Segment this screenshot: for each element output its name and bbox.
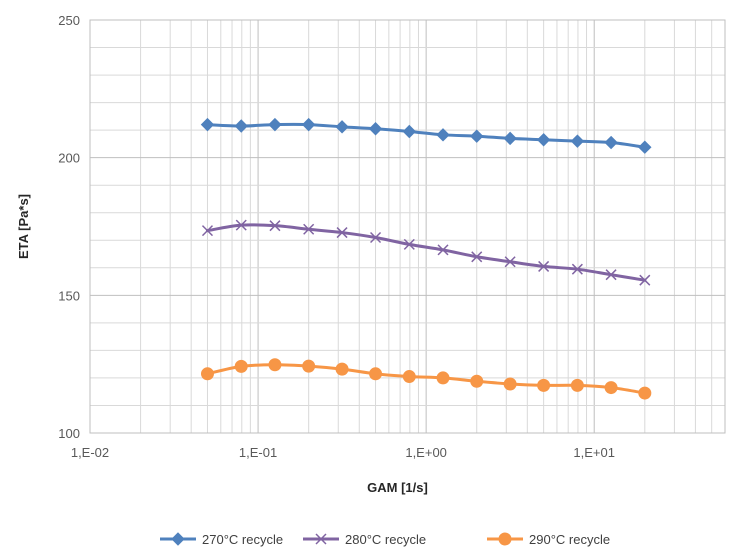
data-point — [436, 128, 450, 142]
data-point — [571, 263, 583, 275]
data-point — [604, 381, 618, 395]
series-2 — [201, 219, 651, 286]
x-tick-label: 1,E+01 — [573, 445, 615, 460]
data-point — [538, 260, 550, 272]
series-line — [205, 223, 647, 282]
data-point — [200, 367, 214, 381]
data-point — [402, 124, 417, 139]
data-point — [470, 374, 484, 388]
data-point — [335, 120, 349, 134]
data-point — [303, 223, 315, 235]
data-point — [234, 359, 248, 373]
y-tick-label: 200 — [58, 151, 80, 166]
data-point — [503, 377, 517, 391]
axes: 1,E-02 1,E-01 1,E+00 1,E+01 100 150 200 250 GAM … — [16, 13, 726, 495]
data-point — [639, 274, 651, 286]
legend-label: 290°C recycle — [529, 532, 610, 547]
data-point — [268, 358, 282, 372]
legend-marker — [171, 532, 185, 546]
data-point — [369, 367, 383, 381]
legend-label: 280°C recycle — [345, 532, 426, 547]
legend-item: 280°C recycle — [303, 532, 426, 547]
data-point — [335, 362, 349, 376]
data-point — [269, 220, 281, 232]
data-point — [470, 129, 484, 143]
legend-item: 270°C recycle — [160, 532, 283, 547]
data-point — [403, 238, 415, 250]
data-point — [235, 219, 247, 231]
series-3 — [200, 358, 652, 400]
data-point — [201, 225, 214, 237]
legend: 270°C recycle 280°C recycle 290°C recycle — [160, 532, 610, 547]
data-point — [436, 371, 450, 385]
y-tick-label: 250 — [58, 13, 80, 28]
y-axis-title: ETA [Pa*s] — [16, 194, 31, 259]
y-tick-label: 100 — [58, 426, 80, 441]
data-point — [302, 359, 316, 373]
data-point — [301, 117, 316, 132]
data-point — [368, 122, 383, 136]
data-point — [503, 131, 517, 146]
data-point — [200, 117, 215, 132]
data-point — [537, 378, 551, 392]
grid — [89, 19, 726, 434]
y-tick-label: 150 — [58, 288, 80, 303]
x-tick-label: 1,E-02 — [71, 445, 109, 460]
x-tick-label: 1,E+00 — [405, 445, 447, 460]
series-1 — [200, 117, 652, 154]
x-axis-title: GAM [1/s] — [367, 480, 428, 495]
data-point — [604, 135, 618, 150]
data-point — [504, 256, 516, 268]
data-point — [570, 134, 585, 148]
data-point — [437, 244, 449, 256]
series-area — [200, 117, 652, 400]
legend-marker — [498, 532, 512, 546]
data-point — [570, 378, 584, 392]
plot-border — [89, 19, 726, 434]
legend-label: 270°C recycle — [202, 532, 283, 547]
data-point — [638, 140, 652, 154]
data-point — [605, 269, 617, 281]
data-point — [234, 119, 248, 133]
legend-item: 290°C recycle — [487, 532, 610, 547]
data-point — [268, 117, 282, 132]
data-point — [471, 251, 483, 263]
legend-marker — [315, 533, 327, 545]
data-point — [536, 133, 551, 147]
data-point — [370, 231, 382, 244]
data-point — [336, 227, 348, 239]
data-point — [402, 370, 416, 384]
data-point — [638, 386, 652, 400]
x-tick-label: 1,E-01 — [239, 445, 277, 460]
